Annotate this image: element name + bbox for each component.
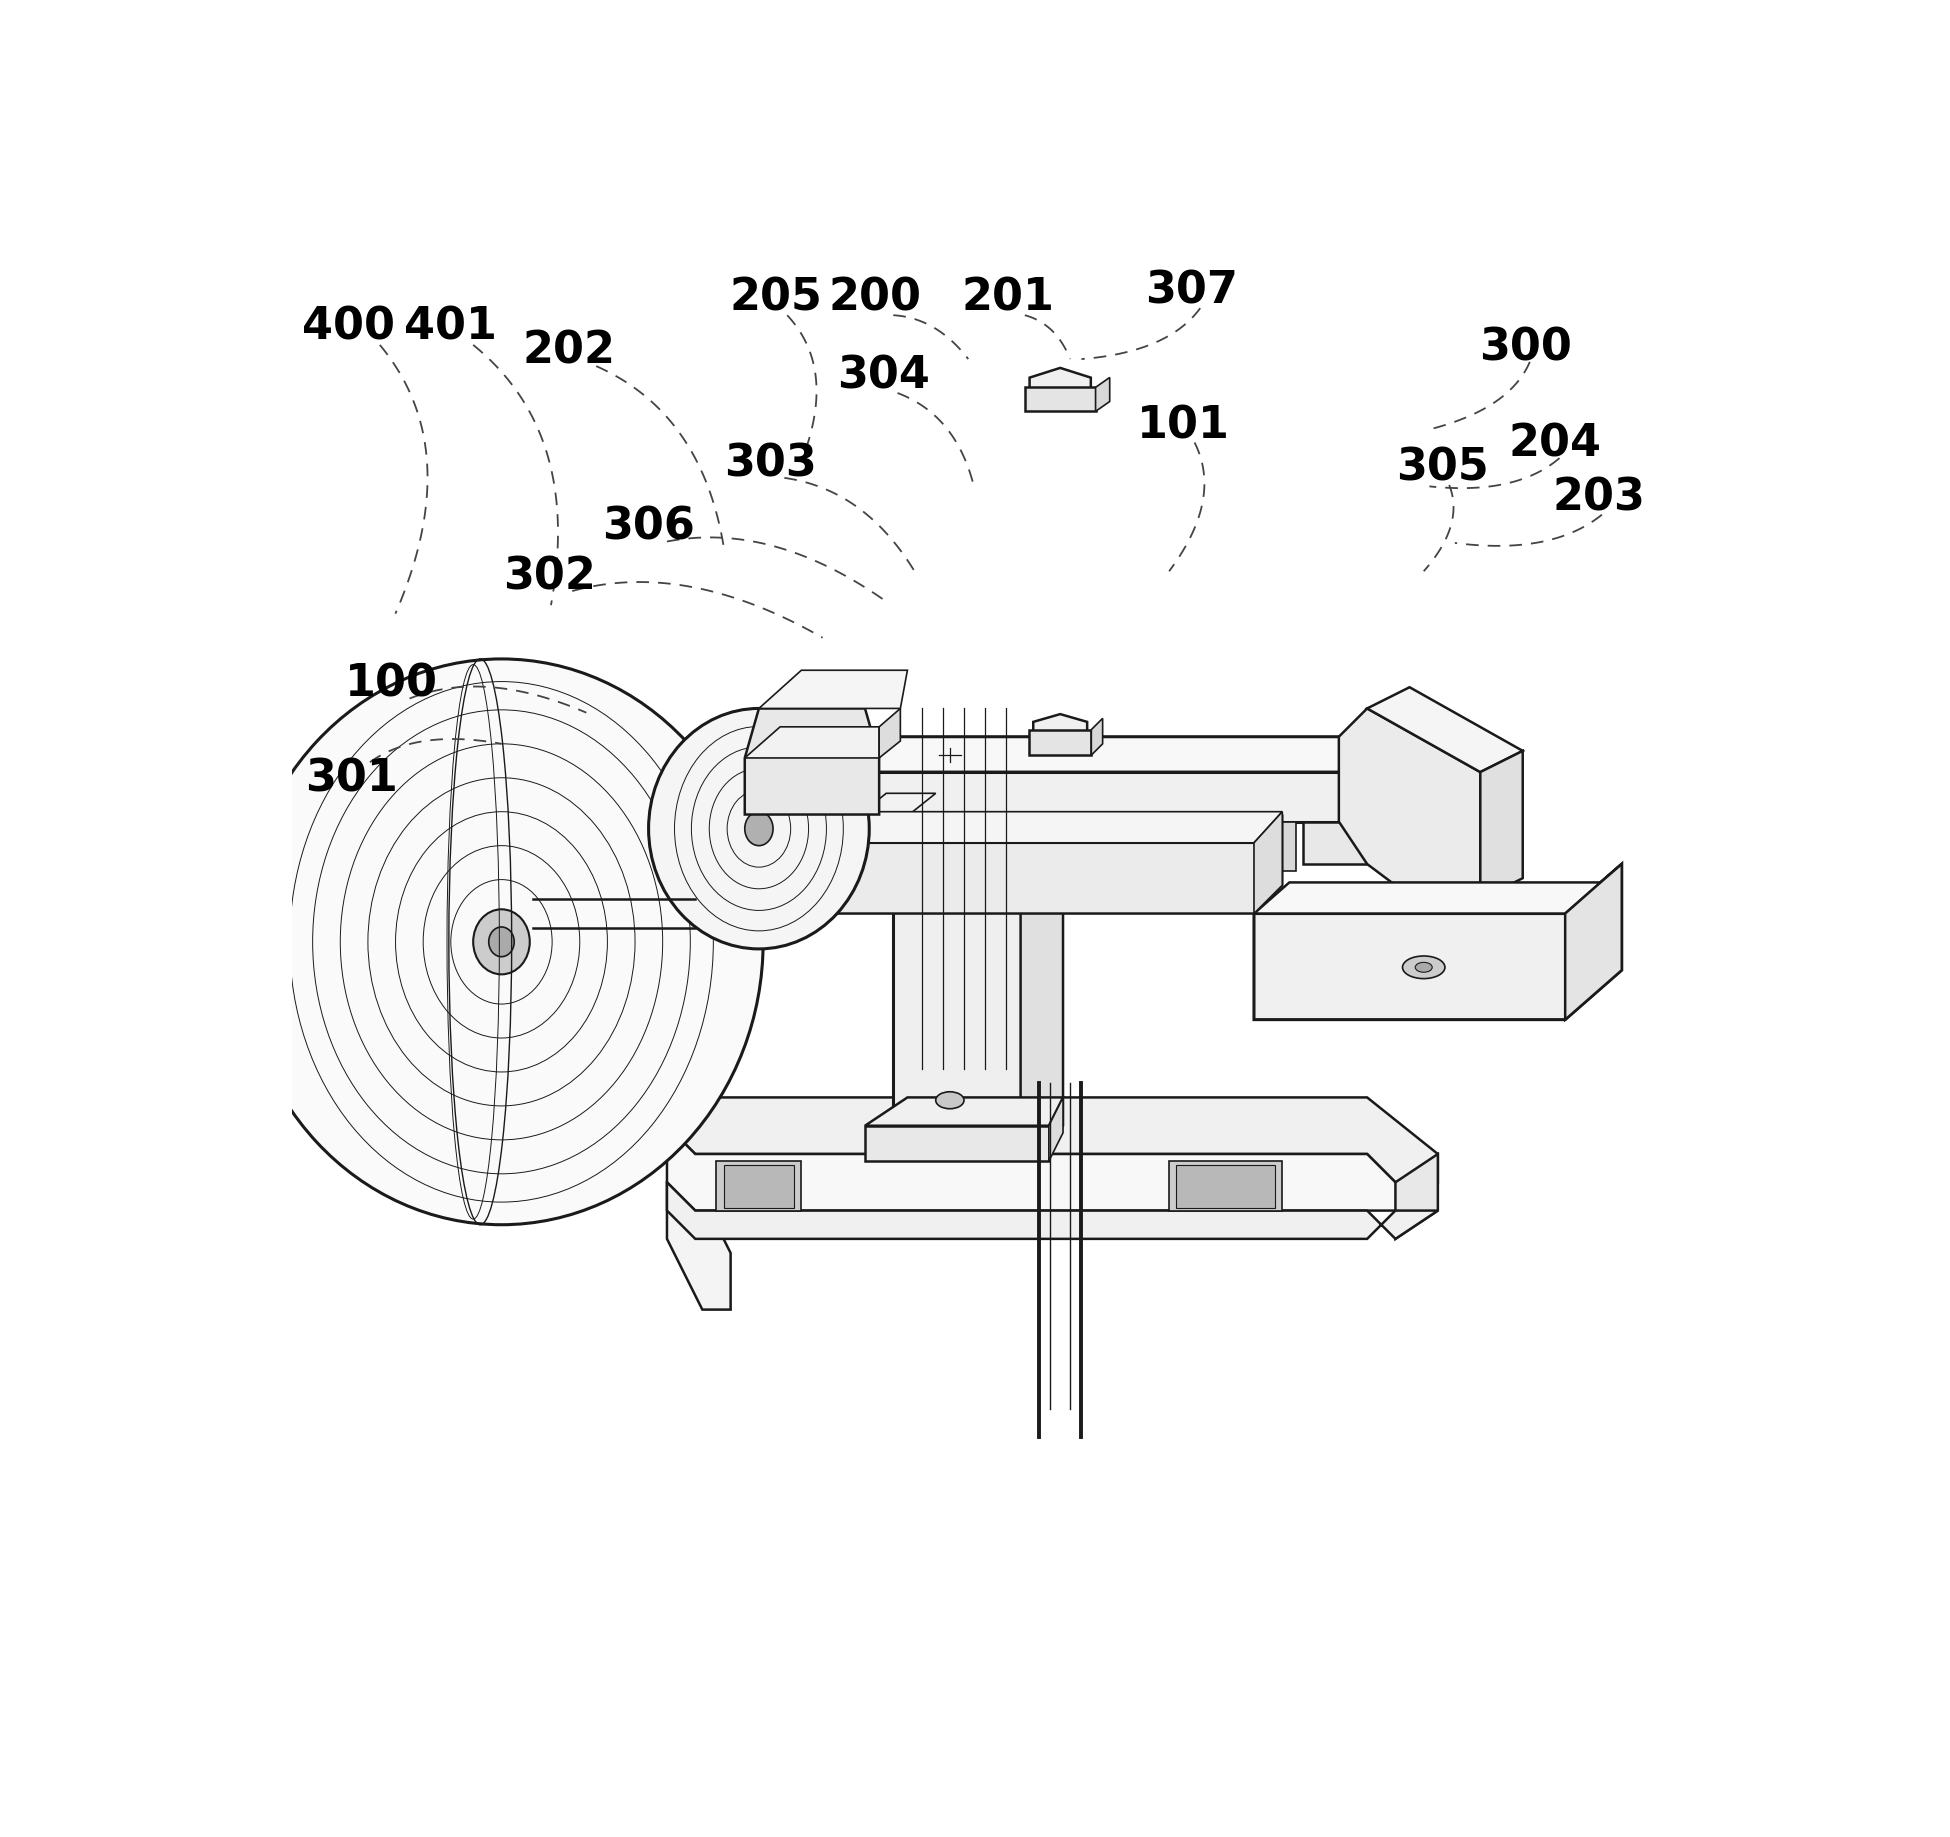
Polygon shape	[1254, 863, 1622, 913]
Text: 305: 305	[1396, 446, 1488, 489]
Polygon shape	[1480, 751, 1523, 900]
Polygon shape	[667, 1183, 1437, 1238]
Text: 307: 307	[1145, 270, 1238, 312]
Polygon shape	[850, 821, 901, 863]
Text: 306: 306	[603, 505, 694, 549]
Polygon shape	[893, 751, 1063, 779]
Ellipse shape	[1416, 963, 1431, 972]
Polygon shape	[844, 772, 1367, 821]
Polygon shape	[1566, 863, 1622, 1020]
Ellipse shape	[649, 709, 870, 950]
Text: 400: 400	[302, 305, 396, 347]
Polygon shape	[667, 1183, 731, 1310]
Text: 204: 204	[1509, 423, 1601, 465]
Polygon shape	[1034, 715, 1088, 746]
Polygon shape	[1030, 367, 1090, 406]
Text: 203: 203	[1552, 476, 1646, 520]
Polygon shape	[1367, 737, 1402, 821]
Text: 300: 300	[1480, 327, 1572, 369]
Polygon shape	[1176, 1165, 1275, 1207]
Ellipse shape	[489, 928, 515, 957]
Ellipse shape	[936, 1091, 963, 1110]
Text: 304: 304	[837, 355, 930, 397]
Polygon shape	[893, 779, 1020, 1154]
Polygon shape	[1096, 377, 1110, 411]
Text: 201: 201	[961, 277, 1055, 320]
Text: 100: 100	[345, 663, 437, 705]
Text: 200: 200	[829, 277, 922, 320]
Polygon shape	[936, 863, 1014, 893]
Polygon shape	[1340, 709, 1480, 928]
Ellipse shape	[1402, 955, 1445, 979]
Polygon shape	[1092, 718, 1102, 755]
Text: 303: 303	[723, 443, 817, 485]
Text: 101: 101	[1137, 404, 1230, 446]
Polygon shape	[866, 1097, 1063, 1126]
Polygon shape	[723, 1165, 794, 1207]
Polygon shape	[1254, 812, 1283, 913]
Polygon shape	[1026, 388, 1096, 411]
Text: 302: 302	[503, 555, 597, 599]
Polygon shape	[844, 737, 1402, 772]
Text: 401: 401	[404, 305, 497, 347]
Polygon shape	[1254, 863, 1622, 1020]
Polygon shape	[716, 1161, 801, 1211]
Ellipse shape	[745, 812, 772, 845]
Polygon shape	[829, 814, 1283, 913]
Polygon shape	[1030, 729, 1092, 755]
Polygon shape	[1396, 1154, 1437, 1238]
Polygon shape	[667, 1126, 1437, 1211]
Polygon shape	[759, 671, 907, 709]
Polygon shape	[829, 812, 1283, 843]
Ellipse shape	[240, 659, 762, 1225]
Text: 205: 205	[729, 277, 823, 320]
Polygon shape	[907, 821, 1297, 871]
Polygon shape	[1049, 1097, 1063, 1161]
Polygon shape	[1303, 821, 1367, 863]
Polygon shape	[879, 709, 901, 759]
Polygon shape	[745, 709, 879, 814]
Polygon shape	[850, 794, 936, 821]
Polygon shape	[1367, 687, 1523, 772]
Polygon shape	[667, 1097, 1437, 1183]
Polygon shape	[1020, 751, 1063, 1154]
Text: 301: 301	[304, 757, 398, 801]
Ellipse shape	[474, 909, 530, 974]
Polygon shape	[745, 727, 879, 759]
Text: 202: 202	[523, 329, 616, 373]
Polygon shape	[866, 1126, 1049, 1161]
Polygon shape	[1170, 1161, 1283, 1211]
